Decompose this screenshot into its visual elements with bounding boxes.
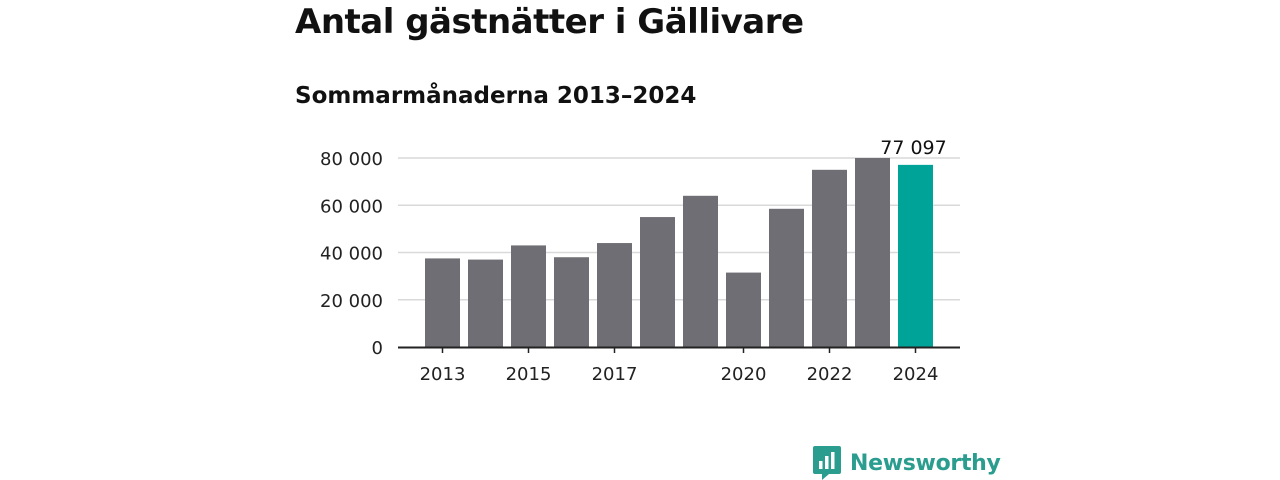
- bar-2013: [425, 258, 460, 347]
- x-tick-label: 2020: [721, 364, 767, 385]
- bar-2022: [812, 169, 847, 347]
- newsworthy-logo-icon: [813, 446, 841, 480]
- y-tick-label: 20 000: [320, 291, 383, 312]
- chart-title: Antal gästnätter i Gällivare: [295, 2, 804, 42]
- y-tick-label: 0: [372, 338, 383, 359]
- bar-2017: [597, 243, 632, 347]
- y-tick-label: 40 000: [320, 244, 383, 265]
- y-tick-label: 80 000: [320, 149, 383, 170]
- x-tick-label: 2022: [807, 364, 853, 385]
- bar-2018: [640, 217, 675, 347]
- chart-subtitle: Sommarmånaderna 2013–2024: [295, 83, 697, 109]
- brand-logo: Newsworthy: [813, 446, 1001, 480]
- x-tick-label: 2017: [592, 364, 638, 385]
- x-tick-label: 2015: [506, 364, 552, 385]
- x-tick-label: 2013: [420, 364, 466, 385]
- bar-2019: [683, 195, 718, 347]
- bar-2016: [554, 257, 589, 347]
- bar-2014: [468, 259, 503, 347]
- brand-name: Newsworthy: [850, 450, 1001, 476]
- y-tick-label: 60 000: [320, 196, 383, 217]
- bar-2020: [726, 272, 761, 347]
- bar-2021: [769, 208, 804, 347]
- x-tick-label: 2024: [893, 364, 939, 385]
- data-label-2024: 77 097: [880, 137, 946, 159]
- bar-2015: [511, 245, 546, 347]
- bar-2023: [855, 158, 890, 347]
- bar-2024: [898, 164, 933, 347]
